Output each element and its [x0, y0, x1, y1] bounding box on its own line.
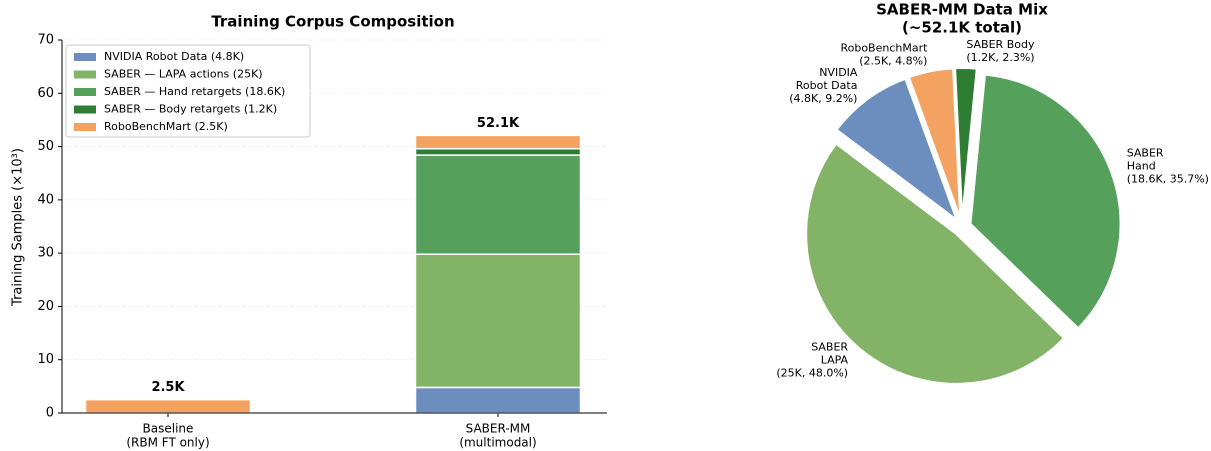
y-tick-label: 20: [37, 299, 54, 314]
pie-slice: [835, 77, 959, 223]
pie-label: (2.5K, 4.8%): [859, 54, 927, 67]
legend-label: SABER — Body retargets (1.2K): [104, 103, 277, 116]
pie-label: NVIDIA: [819, 66, 858, 79]
pie-label: (1.2K, 2.3%): [966, 51, 1034, 64]
pie-slice: [969, 73, 1122, 330]
bar-segment: [414, 134, 582, 150]
legend-swatch: [74, 88, 96, 96]
legend-label: SABER — LAPA actions (25K): [104, 68, 263, 81]
legend-swatch: [74, 123, 96, 131]
x-tick-label: SABER-MM: [466, 422, 531, 436]
pie-label: SABER: [811, 340, 848, 353]
pie-label: (25K, 48.0%): [776, 366, 848, 379]
pie-label: (4.8K, 9.2%): [789, 92, 857, 105]
pie-title: SABER-MM Data Mix: [876, 1, 1048, 19]
pie-slice: [907, 67, 962, 219]
pie-label: SABER Body: [966, 38, 1035, 51]
legend-label: RoboBenchMart (2.5K): [104, 120, 228, 133]
y-tick-label: 70: [37, 33, 54, 48]
pie-slice: [954, 67, 978, 219]
pie-label: Hand: [1127, 159, 1156, 172]
legend-swatch: [74, 105, 96, 114]
pie-slice: [805, 142, 1066, 385]
pie-label: LAPA: [821, 353, 849, 366]
y-tick-label: 30: [37, 246, 54, 261]
bar-segment: [414, 154, 582, 255]
x-tick-label: Baseline: [143, 422, 194, 436]
y-axis-label: Training Samples (×10³): [11, 148, 26, 307]
pie-label: Robot Data: [796, 79, 858, 92]
y-tick-label: 0: [46, 406, 54, 421]
bar-segment: [414, 386, 582, 414]
y-tick-label: 10: [37, 352, 54, 367]
total-label: 2.5K: [151, 380, 185, 395]
pie-label: SABER: [1127, 146, 1164, 159]
legend-label: SABER — Hand retargets (18.6K): [104, 85, 285, 98]
legend-label: NVIDIA Robot Data (4.8K): [104, 50, 244, 63]
pie-title: (~52.1K total): [902, 19, 1022, 37]
y-tick-label: 60: [37, 86, 54, 101]
y-tick-label: 40: [37, 192, 54, 207]
legend-box: [65, 44, 311, 138]
legend-swatch: [74, 70, 96, 79]
pie-label: (18.6K, 35.7%): [1127, 172, 1209, 185]
total-label: 52.1K: [477, 116, 520, 131]
x-tick-label: (RBM FT only): [126, 436, 209, 450]
legend-swatch: [74, 53, 96, 61]
bar-title: Training Corpus Composition: [211, 13, 454, 31]
x-tick-label: (multimodal): [459, 436, 536, 450]
bar-segment: [84, 398, 252, 414]
y-tick-label: 50: [37, 139, 54, 154]
bar-segment: [414, 253, 582, 389]
bar-segment: [414, 147, 582, 156]
pie-label: RoboBenchMart: [840, 41, 928, 54]
